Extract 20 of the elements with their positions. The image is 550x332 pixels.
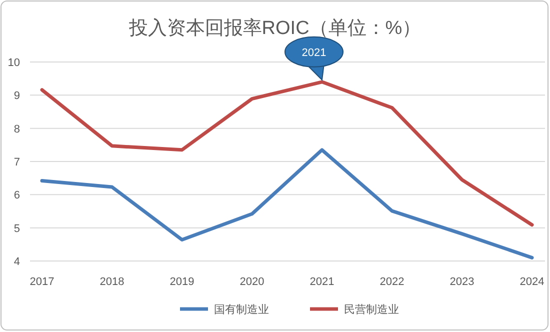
x-tick-label: 2021 <box>310 276 334 288</box>
y-tick-label: 7 <box>14 156 20 168</box>
x-tick-label: 2019 <box>170 276 194 288</box>
legend-label: 国有制造业 <box>214 303 269 316</box>
annotation: 2021 <box>302 46 326 59</box>
y-tick-label: 10 <box>8 57 20 69</box>
line-series <box>40 148 534 260</box>
x-tick-label: 2020 <box>240 276 264 288</box>
legend-label: 民营制造业 <box>344 303 399 316</box>
x-tick-label: 2018 <box>100 276 124 288</box>
y-tick-label: 6 <box>14 190 20 202</box>
y-tick-label: 8 <box>14 123 20 136</box>
chart-title: 投入资本回报率ROIC（单位：%） <box>128 17 422 39</box>
x-tick-label: 2017 <box>30 276 54 288</box>
x-tick-label: 2023 <box>450 276 474 288</box>
y-tick-label: 9 <box>14 90 20 102</box>
y-tick-label: 4 <box>14 256 20 268</box>
y-tick-label: 5 <box>14 222 20 235</box>
x-tick-label: 2024 <box>520 276 544 288</box>
x-tick-label: 2022 <box>380 276 404 288</box>
